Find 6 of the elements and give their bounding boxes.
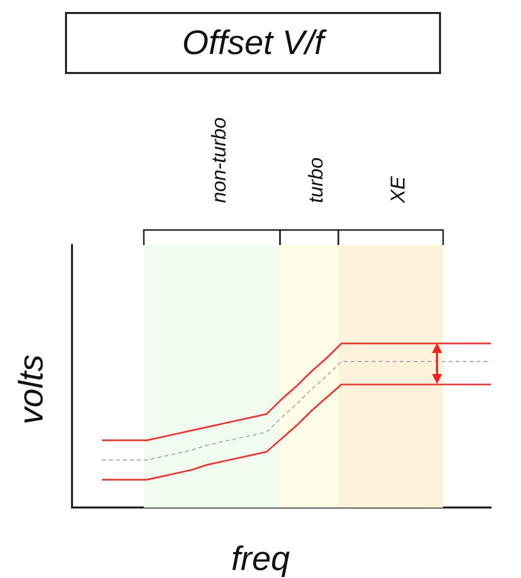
text: non-turbo [208,117,230,203]
x-axis-title: freq [230,540,291,578]
chart-title: Offset V/f [65,12,441,74]
text: turbo [306,157,328,203]
y-axis-title: volts [12,354,52,426]
text: XE [387,176,410,204]
